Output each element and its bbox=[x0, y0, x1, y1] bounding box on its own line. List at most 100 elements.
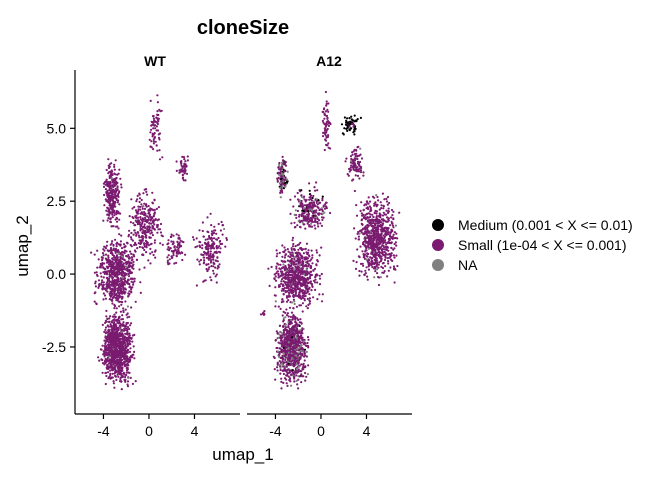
point-small bbox=[154, 256, 157, 259]
point-small bbox=[134, 380, 137, 383]
point-small bbox=[280, 377, 283, 380]
point-small bbox=[206, 216, 209, 219]
point-small bbox=[298, 304, 301, 307]
point-small bbox=[285, 361, 288, 364]
point-small bbox=[166, 256, 169, 259]
point-small bbox=[308, 259, 312, 262]
point-small bbox=[322, 205, 325, 208]
point-small bbox=[301, 336, 304, 339]
point-small bbox=[115, 292, 118, 295]
panel-a12 bbox=[259, 90, 401, 390]
point-small bbox=[212, 261, 215, 264]
point-small bbox=[173, 262, 176, 265]
point-small bbox=[287, 315, 290, 318]
point-small bbox=[287, 326, 290, 329]
point-small bbox=[355, 214, 359, 217]
point-small bbox=[366, 201, 369, 204]
point-small bbox=[111, 372, 114, 375]
point-small bbox=[311, 256, 314, 259]
point-na bbox=[315, 216, 318, 219]
point-small bbox=[374, 201, 377, 204]
point-small bbox=[212, 272, 215, 275]
point-small bbox=[360, 219, 363, 222]
point-small bbox=[300, 341, 304, 344]
point-small bbox=[112, 354, 115, 358]
point-small bbox=[139, 208, 142, 211]
point-small bbox=[323, 203, 327, 206]
point-small bbox=[149, 145, 152, 148]
point-small bbox=[120, 273, 123, 276]
point-na bbox=[223, 227, 226, 231]
point-small bbox=[108, 265, 111, 268]
point-small bbox=[285, 329, 289, 332]
point-small bbox=[104, 326, 108, 329]
point-small bbox=[324, 201, 328, 204]
point-na bbox=[367, 247, 370, 250]
point-small bbox=[182, 156, 186, 159]
point-small bbox=[110, 324, 113, 327]
point-small bbox=[98, 282, 101, 286]
point-na bbox=[278, 363, 281, 366]
point-small bbox=[120, 318, 123, 321]
point-small bbox=[143, 207, 147, 210]
point-small bbox=[117, 319, 120, 322]
point-small bbox=[391, 224, 394, 227]
point-small bbox=[107, 325, 110, 328]
point-small bbox=[138, 197, 141, 200]
point-small bbox=[144, 239, 147, 242]
point-small bbox=[211, 237, 214, 240]
point-small bbox=[296, 244, 299, 247]
point-small bbox=[94, 285, 97, 288]
point-small bbox=[309, 202, 312, 205]
point-small bbox=[376, 237, 379, 240]
point-small bbox=[290, 373, 293, 376]
point-small bbox=[109, 290, 112, 293]
point-small bbox=[123, 292, 126, 295]
point-small bbox=[386, 203, 389, 206]
point-small bbox=[278, 284, 281, 287]
point-small bbox=[122, 258, 125, 261]
point-small bbox=[114, 250, 117, 253]
point-small bbox=[198, 229, 201, 232]
point-small bbox=[117, 361, 120, 364]
point-small bbox=[121, 367, 124, 370]
point-na bbox=[358, 232, 361, 235]
point-small bbox=[125, 332, 128, 336]
point-na bbox=[278, 174, 281, 177]
point-small bbox=[298, 215, 301, 218]
point-small bbox=[375, 222, 379, 225]
point-small bbox=[171, 243, 174, 246]
point-small bbox=[131, 277, 134, 281]
point-small bbox=[156, 101, 159, 104]
point-small bbox=[209, 250, 212, 253]
point-small bbox=[358, 274, 361, 277]
point-na bbox=[291, 357, 294, 360]
point-small bbox=[374, 218, 377, 221]
point-small bbox=[124, 300, 127, 303]
point-small bbox=[111, 252, 114, 255]
point-small bbox=[280, 336, 283, 339]
point-small bbox=[285, 271, 288, 274]
point-small bbox=[137, 210, 140, 213]
point-small bbox=[292, 205, 295, 208]
point-small bbox=[288, 331, 291, 335]
point-small bbox=[148, 236, 151, 239]
point-small bbox=[311, 254, 314, 257]
point-small bbox=[108, 275, 111, 278]
point-small bbox=[137, 205, 140, 208]
point-small bbox=[118, 333, 121, 336]
point-small bbox=[170, 235, 173, 238]
point-na bbox=[305, 350, 308, 353]
point-na bbox=[282, 172, 285, 175]
point-small bbox=[156, 122, 159, 126]
point-small bbox=[104, 253, 108, 256]
point-small bbox=[290, 276, 293, 279]
point-small bbox=[206, 269, 209, 272]
point-small bbox=[184, 163, 187, 166]
point-small bbox=[108, 358, 111, 361]
point-small bbox=[107, 197, 110, 201]
point-small bbox=[113, 189, 116, 193]
point-small bbox=[283, 338, 286, 341]
point-na bbox=[277, 355, 280, 358]
point-small bbox=[382, 222, 385, 225]
